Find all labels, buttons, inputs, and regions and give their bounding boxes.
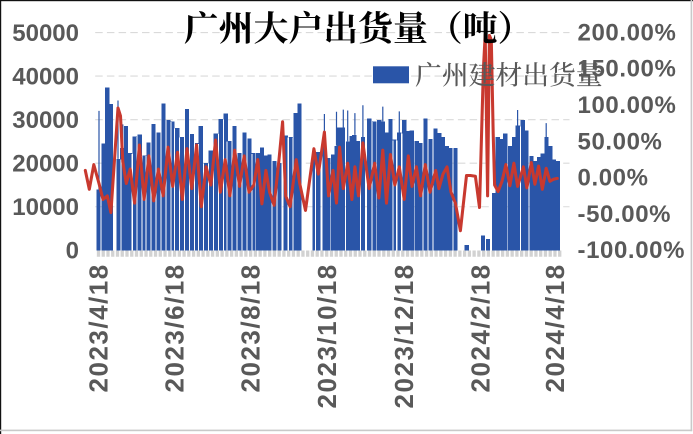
svg-text:10000: 10000: [12, 194, 79, 221]
svg-text:0: 0: [66, 238, 79, 265]
svg-text:-50.00%: -50.00%: [578, 201, 672, 228]
svg-text:2024/4/18: 2024/4/18: [540, 263, 570, 392]
svg-text:2023/4/18: 2023/4/18: [83, 263, 113, 392]
svg-text:0.00%: 0.00%: [578, 165, 649, 192]
svg-text:100.00%: 100.00%: [578, 92, 677, 119]
svg-text:200.00%: 200.00%: [578, 19, 677, 46]
svg-text:40000: 40000: [12, 63, 79, 90]
svg-text:30000: 30000: [12, 107, 79, 134]
svg-text:2023/12/18: 2023/12/18: [389, 263, 419, 408]
svg-text:50.00%: 50.00%: [578, 128, 663, 155]
svg-text:2023/8/18: 2023/8/18: [236, 263, 266, 392]
svg-text:50000: 50000: [12, 20, 79, 47]
svg-text:20000: 20000: [12, 151, 79, 178]
svg-text:2023/10/18: 2023/10/18: [312, 263, 342, 408]
svg-text:2023/6/18: 2023/6/18: [160, 263, 190, 392]
svg-text:-100.00%: -100.00%: [578, 237, 686, 264]
svg-text:2024/2/18: 2024/2/18: [465, 263, 495, 392]
